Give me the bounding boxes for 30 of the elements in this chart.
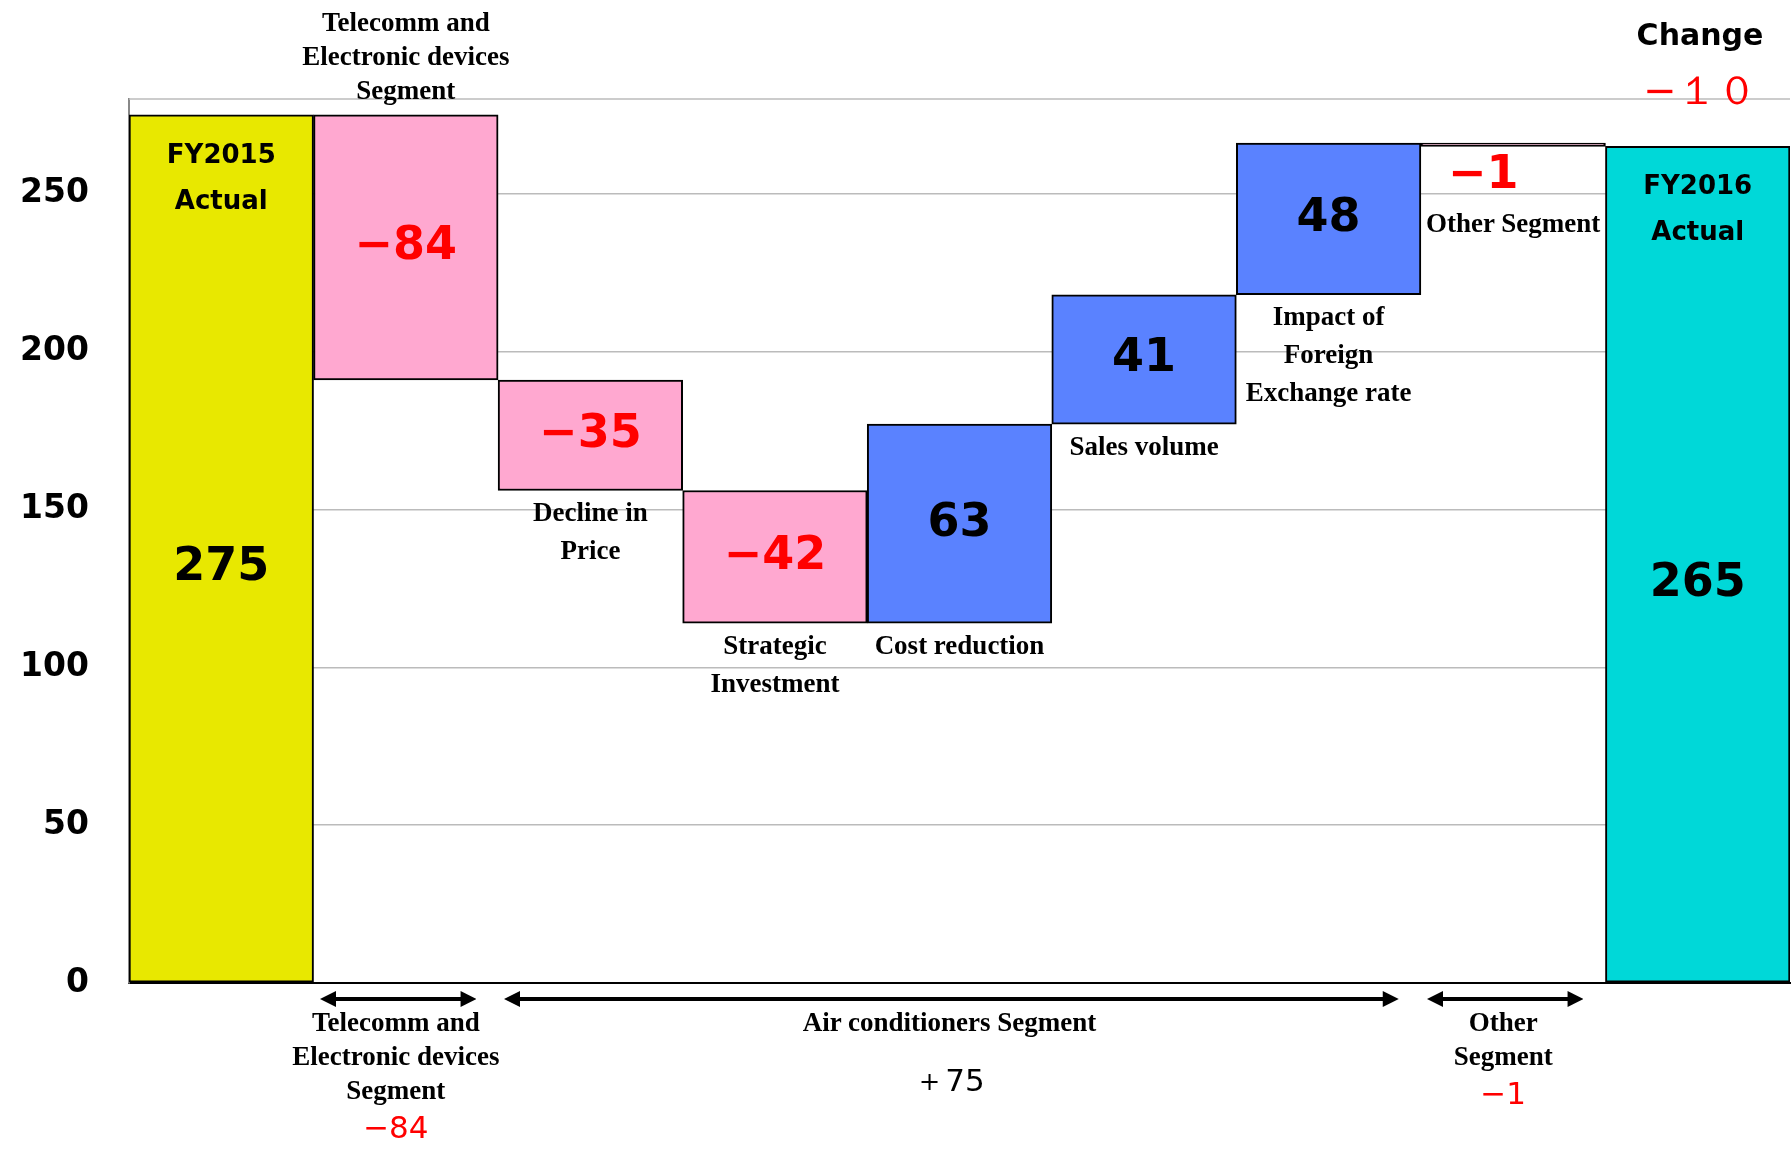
text: −84 <box>363 1108 429 1145</box>
annotation: Telecomm and Electronic devices Segment <box>302 7 510 106</box>
x-tick-label: FY2015 Actual <box>166 138 276 215</box>
y-tick-label: 150 <box>20 487 89 527</box>
data-label: −84 <box>354 216 458 271</box>
text: Change <box>1636 16 1764 52</box>
x-tick-label: Impact of Foreign Exchange rate <box>1245 301 1412 408</box>
annotation: −１０ <box>1643 67 1757 114</box>
y-tick-label: 100 <box>20 644 89 684</box>
x-tick-label: Sales volume <box>1069 430 1219 461</box>
data-label: 275 <box>173 537 270 592</box>
y-tick-label: 0 <box>66 960 89 1000</box>
data-label: −35 <box>539 404 642 459</box>
annotation: Other Segment <box>1426 207 1601 238</box>
x-tick-label: Decline in Price <box>533 496 648 565</box>
x-tick-label: Cost reduction <box>874 629 1045 660</box>
data-label: −1 <box>1447 145 1519 200</box>
y-tick-label: 50 <box>43 802 89 842</box>
x-tick-label: Strategic Investment <box>710 629 840 698</box>
text: Air conditioners Segment <box>802 1007 1097 1038</box>
y-tick-label: 250 <box>20 171 89 211</box>
data-label: 48 <box>1296 187 1361 242</box>
data-label: 41 <box>1112 328 1177 383</box>
text: ＋75 <box>914 1061 985 1098</box>
x-tick-label: FY2016 Actual <box>1643 170 1753 247</box>
text: −1 <box>1480 1074 1527 1111</box>
data-label: −42 <box>723 525 827 580</box>
data-label: 63 <box>927 492 992 547</box>
data-label: 265 <box>1649 553 1746 608</box>
y-tick-label: 200 <box>20 329 89 369</box>
